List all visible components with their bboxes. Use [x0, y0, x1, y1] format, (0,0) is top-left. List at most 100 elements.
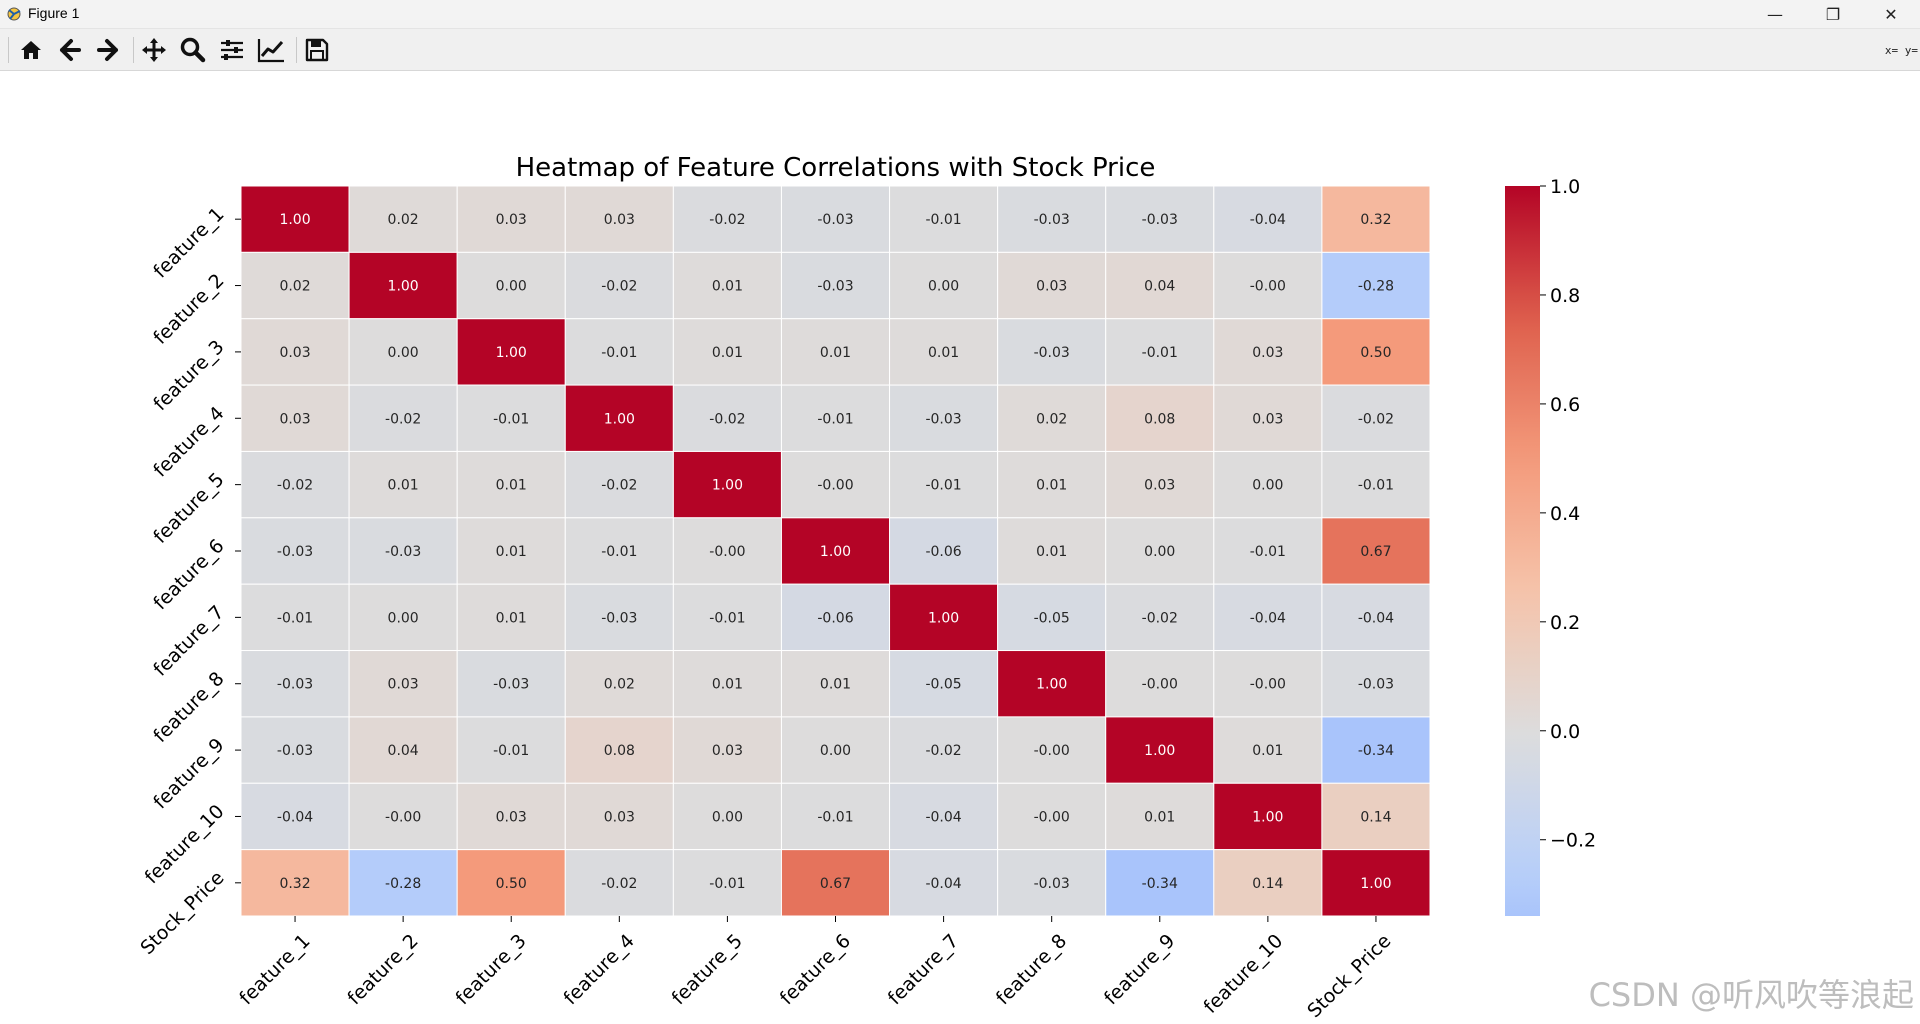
cell-annotation: 1.00	[604, 411, 635, 427]
cell-annotation: -0.02	[925, 743, 961, 759]
edit-axis-button[interactable]	[254, 33, 288, 67]
y-tick-label: feature_5	[149, 469, 228, 548]
pan-button[interactable]	[137, 33, 171, 67]
cell-annotation: -0.03	[1358, 677, 1394, 693]
cell-annotation: -0.01	[1250, 544, 1286, 560]
heatmap-cell	[1321, 450, 1431, 519]
cell-annotation: -0.01	[493, 411, 529, 427]
cell-annotation: -0.03	[925, 411, 961, 427]
heatmap-cell	[456, 782, 566, 851]
heatmap-cell	[348, 318, 458, 386]
cell-annotation: 1.00	[1036, 677, 1067, 693]
heatmap-cell	[672, 450, 782, 519]
heatmap-cell	[889, 716, 999, 784]
heatmap-cell	[456, 450, 566, 519]
cell-annotation: 0.01	[712, 345, 743, 361]
heatmap-cell	[889, 849, 999, 917]
cell-annotation: -0.34	[1142, 876, 1178, 892]
cell-annotation: 0.00	[496, 279, 527, 295]
matplotlib-app-icon	[7, 7, 21, 21]
heatmap-cell	[997, 450, 1107, 519]
heatmap-cell	[564, 849, 674, 917]
cell-annotation: -0.00	[817, 478, 853, 494]
y-tick-label: feature_6	[149, 535, 228, 614]
heatmap-cell	[997, 517, 1107, 585]
heatmap-cell	[564, 185, 674, 253]
forward-button[interactable]	[91, 33, 125, 67]
configure-subplots-button[interactable]	[215, 33, 249, 67]
edit-axis-icon	[257, 39, 284, 63]
cell-annotation: 0.00	[712, 809, 743, 825]
cell-annotation: 0.32	[1360, 212, 1391, 228]
cell-annotation: -0.04	[277, 809, 313, 825]
heatmap-cell	[672, 517, 782, 585]
heatmap-cell	[348, 251, 458, 320]
heatmap-cell	[564, 450, 674, 519]
cell-annotation: 0.14	[1360, 809, 1391, 825]
heatmap-cell	[1321, 185, 1431, 253]
heatmap-cell	[456, 517, 566, 585]
figure-canvas[interactable]: Heatmap of Feature Correlations with Sto…	[0, 71, 1920, 1022]
heatmap-cell	[889, 251, 999, 320]
home-button[interactable]	[14, 33, 48, 67]
heatmap-cell	[348, 849, 458, 917]
close-window-button[interactable]: ✕	[1862, 0, 1920, 28]
cell-annotation: -0.03	[1034, 876, 1070, 892]
heatmap-cell	[997, 650, 1107, 718]
heatmap-cell	[889, 782, 999, 851]
heatmap-cell	[672, 251, 782, 320]
heatmap-cell	[780, 384, 891, 452]
restore-button[interactable]: ❐	[1804, 0, 1862, 28]
heatmap-cell	[1105, 716, 1215, 784]
cell-annotation: 0.03	[279, 411, 310, 427]
zoom-button[interactable]	[176, 33, 210, 67]
minimize-button[interactable]: —	[1746, 0, 1804, 28]
back-button[interactable]	[53, 33, 87, 67]
cell-annotation: -0.06	[925, 544, 961, 560]
heatmap-cell	[1321, 716, 1431, 784]
save-figure-button[interactable]	[300, 33, 334, 67]
minimize-icon: —	[1767, 4, 1783, 24]
cell-annotation: 1.00	[1360, 876, 1391, 892]
pan-icon	[142, 38, 166, 62]
zoom-icon	[180, 37, 206, 63]
toolbar-separator	[133, 37, 134, 63]
forward-arrow-icon	[97, 39, 118, 61]
cell-annotation: -0.03	[277, 743, 313, 759]
heatmap-cell	[348, 185, 458, 253]
cell-annotation: 0.08	[1144, 411, 1175, 427]
colorbar-tick-label: 0.0	[1550, 721, 1580, 743]
toolbar-grip	[8, 37, 11, 63]
cell-annotation: -0.00	[1034, 743, 1070, 759]
cursor-coordinates-readout: x= y=	[1884, 44, 1918, 57]
heatmap-cell	[564, 318, 674, 386]
cell-annotation: -0.00	[1034, 809, 1070, 825]
heatmap-cell	[780, 251, 891, 320]
cell-annotation: -0.03	[385, 544, 421, 560]
cell-annotation: -0.01	[817, 411, 853, 427]
heatmap-cell	[1321, 384, 1431, 452]
cell-annotation: 0.01	[1252, 743, 1283, 759]
cell-annotation: -0.02	[601, 279, 637, 295]
cell-annotation: -0.01	[1358, 478, 1394, 494]
cell-annotation: -0.01	[493, 743, 529, 759]
heatmap-cell	[1105, 450, 1215, 519]
cell-annotation: -0.03	[277, 677, 313, 693]
cell-annotation: 0.01	[928, 345, 959, 361]
heatmap-cell	[672, 782, 782, 851]
cell-annotation: 0.03	[1036, 279, 1067, 295]
cell-annotation: -0.03	[1034, 212, 1070, 228]
cell-annotation: 0.03	[1252, 345, 1283, 361]
cell-annotation: -0.05	[925, 677, 961, 693]
cell-annotation: -0.03	[277, 544, 313, 560]
cell-annotation: -0.02	[385, 411, 421, 427]
cell-annotation: 1.00	[1144, 743, 1175, 759]
cell-annotation: -0.01	[277, 610, 313, 626]
navigation-toolbar: x= y=	[0, 29, 1920, 71]
cell-annotation: 0.32	[279, 876, 310, 892]
cell-annotation: -0.01	[709, 610, 745, 626]
heatmap-cell	[348, 782, 458, 851]
toolbar-separator	[296, 37, 297, 63]
heatmap-cell	[997, 318, 1107, 386]
heatmap-cell	[1213, 450, 1323, 519]
